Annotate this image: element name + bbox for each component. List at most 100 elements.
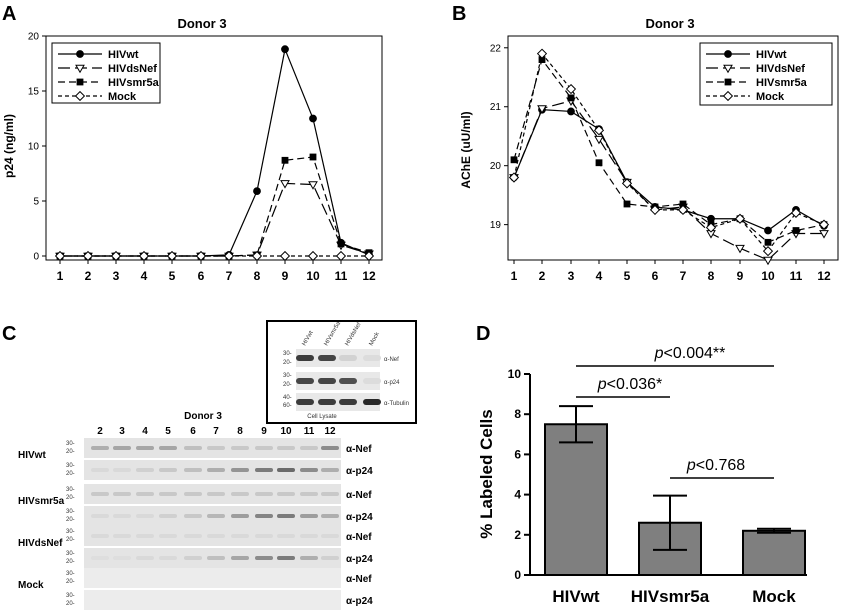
blot-band-label: α-p24	[346, 554, 373, 565]
blot-band	[91, 556, 109, 560]
blot-band	[255, 468, 273, 472]
xtick-label: 4	[596, 269, 603, 283]
legend-label: HIVsmr5a	[756, 77, 808, 89]
lane-number: 10	[280, 426, 292, 437]
inset-mw-marker: 30-	[283, 373, 292, 379]
blot-row-label: HIVdsNef	[18, 538, 63, 549]
blot-band	[184, 468, 202, 472]
series-line-hivsmr5a	[513, 58, 825, 244]
chart-a-legend: HIVwt HIVdsNef HIVsmr5a Mock	[51, 42, 161, 104]
xtick-label: 1	[511, 269, 518, 283]
blot-band-label: α-Nef	[346, 444, 372, 455]
legend-marker	[75, 64, 85, 74]
blot-band	[113, 556, 131, 560]
chart-a-frame	[45, 35, 383, 261]
xtick-label: 2	[539, 269, 546, 283]
data-point-hivdsnef	[537, 105, 547, 114]
blot-band	[136, 446, 154, 450]
blot-band	[300, 556, 318, 560]
legend-box	[699, 42, 833, 106]
chart-a-series	[54, 45, 375, 262]
data-point-mock	[677, 204, 689, 216]
chart-b-legend: HIVwt HIVdsNef HIVsmr5a Mock	[699, 42, 833, 106]
data-point-mock	[195, 250, 207, 262]
chart-b-series	[508, 48, 830, 266]
xtick-label: 2	[85, 269, 92, 283]
p-value-label: p<0.768	[686, 457, 745, 474]
data-point-mock	[593, 125, 605, 136]
xtick-label: 12	[362, 269, 376, 283]
ytick-label: 4	[514, 488, 521, 502]
xtick-label: 7	[226, 269, 233, 283]
legend-marker	[722, 90, 734, 102]
xtick-label: 8	[254, 269, 261, 283]
chart-b-title: Donor 3	[645, 16, 694, 31]
data-point-hivsmr5a	[679, 200, 687, 208]
data-point-mock	[307, 250, 319, 262]
legend-label: HIVwt	[108, 49, 139, 61]
data-point-hivwt	[281, 45, 289, 54]
blot-band	[231, 514, 249, 518]
blot-band	[277, 514, 295, 518]
ytick-label: 8	[514, 407, 521, 421]
xtick-label: 10	[761, 269, 775, 283]
legend-marker	[723, 64, 733, 74]
chart-d-yticks: 0 2 4 6 8 10	[508, 367, 530, 582]
bar-hivwt	[544, 423, 608, 576]
mw-marker: 30-	[66, 593, 75, 599]
blot-band	[277, 492, 295, 496]
blot-band	[255, 534, 273, 538]
data-point-hivdsnef	[735, 244, 745, 254]
category-label: HIVwt	[552, 587, 600, 606]
blot-band	[300, 514, 318, 518]
legend-marker	[74, 90, 86, 102]
ytick-label: 10	[28, 142, 40, 153]
chart-d-annotations: p<0.004** p<0.036* p<0.768	[576, 345, 774, 479]
legend-label: HIVsmr5a	[108, 77, 160, 89]
data-point-hivdsnef	[763, 256, 773, 266]
blot-band	[207, 556, 225, 560]
blot-strip	[84, 590, 341, 610]
data-point-hivsmr5a	[337, 240, 345, 248]
inset-band	[339, 355, 357, 361]
data-point-hivsmr5a	[538, 56, 546, 63]
blot-band	[231, 492, 249, 496]
data-point-mock	[536, 48, 548, 59]
blot-band	[277, 534, 295, 538]
data-point-hivwt	[253, 187, 261, 196]
chart-b-yticks: 19 20 21 22	[490, 43, 508, 231]
xtick-label: 10	[306, 269, 320, 283]
blot-band	[159, 514, 177, 518]
blot-band	[136, 468, 154, 472]
p-value-label: p<0.004**	[654, 345, 726, 362]
blot-band	[207, 514, 225, 518]
inset-band	[296, 355, 314, 361]
blot-title: Donor 3	[184, 411, 222, 422]
xtick-label: 1	[57, 269, 64, 283]
blot-band	[321, 514, 339, 518]
inset-blot-strip	[296, 372, 380, 390]
mw-marker: 20-	[66, 495, 75, 501]
chart-d-bars: HIVwt HIVsmr5a Mock	[544, 405, 806, 606]
blot-band	[207, 468, 225, 472]
blot-band	[231, 556, 249, 560]
blot-band	[255, 446, 273, 450]
blot-band-label: α-p24	[346, 596, 373, 607]
blot-band	[300, 446, 318, 450]
data-point-hivsmr5a	[567, 94, 575, 102]
inset-band	[318, 378, 336, 384]
blot-band	[184, 446, 202, 450]
inset-mw-marker: 40-	[283, 395, 292, 401]
mw-marker: 30-	[66, 529, 75, 535]
data-point-mock	[251, 250, 263, 262]
legend-box	[51, 42, 161, 104]
blot-strip	[84, 568, 341, 588]
blot-band	[277, 446, 295, 450]
data-point-mock	[223, 250, 235, 262]
blot-band	[184, 492, 202, 496]
ytick-label: 21	[490, 102, 502, 113]
data-point-mock	[508, 172, 520, 183]
